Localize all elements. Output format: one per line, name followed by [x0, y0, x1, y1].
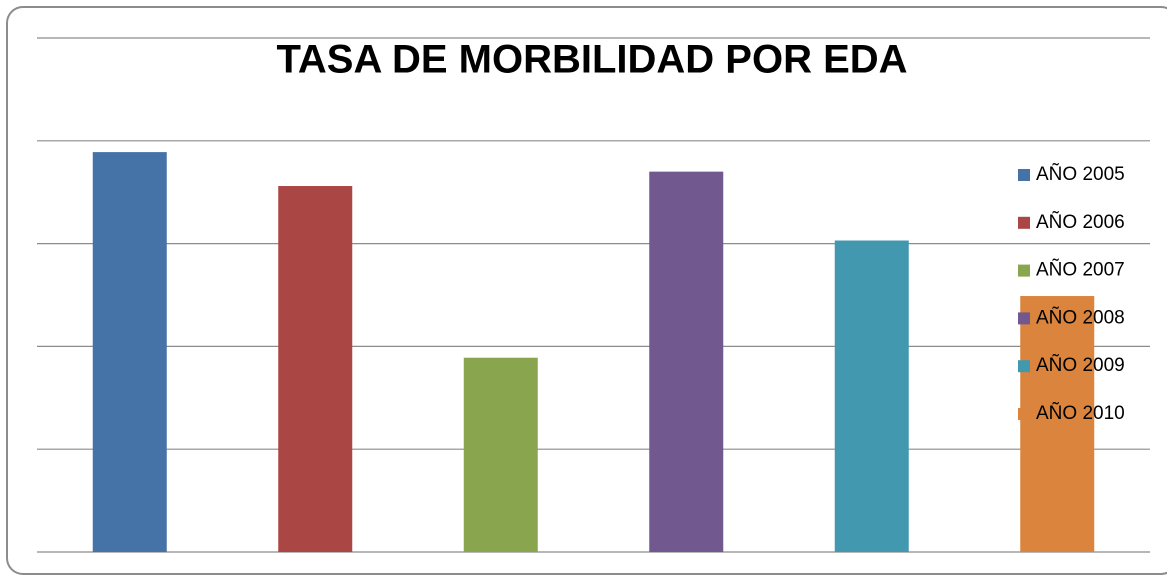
legend-swatch	[1018, 408, 1030, 420]
grid	[37, 37, 1150, 553]
legend-label: AÑO 2007	[1036, 259, 1125, 281]
legend-label: AÑO 2006	[1036, 211, 1125, 233]
bar	[649, 171, 724, 552]
legend: AÑO 2005 AÑO 2006 AÑO 2007 AÑO 2008 AÑO 2009…	[1018, 163, 1125, 424]
bar	[1020, 296, 1095, 552]
bar	[834, 240, 909, 553]
legend-label: AÑO 2009	[1036, 354, 1125, 376]
legend-swatch	[1018, 216, 1030, 229]
legend-swatch	[1018, 169, 1030, 181]
legend-label: AÑO 2008	[1036, 306, 1125, 328]
bar	[92, 152, 167, 552]
legend-swatch	[1018, 312, 1030, 325]
bars	[92, 152, 1095, 553]
legend-swatch	[1018, 360, 1030, 373]
chart-title: TASA DE MORBILIDAD POR EDA	[276, 38, 907, 82]
bar	[278, 186, 353, 553]
chart-frame	[6, 6, 1167, 575]
legend-label: AÑO 2005	[1036, 163, 1125, 185]
bar	[463, 357, 538, 552]
legend-swatch	[1018, 264, 1030, 277]
legend-label: AÑO 2010	[1036, 402, 1125, 424]
